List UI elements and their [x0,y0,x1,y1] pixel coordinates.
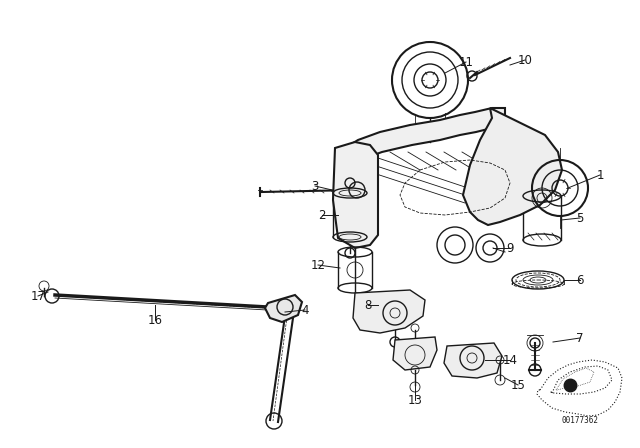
Text: 4: 4 [301,303,308,316]
Text: 2: 2 [318,208,326,221]
Polygon shape [265,295,302,322]
Text: 9: 9 [506,241,514,254]
Polygon shape [463,108,562,225]
Text: 15: 15 [511,379,525,392]
Polygon shape [333,142,378,248]
Text: 7: 7 [576,332,584,345]
Text: 17: 17 [31,289,45,302]
Text: 6: 6 [576,273,584,287]
Text: 5: 5 [576,211,584,224]
Text: 3: 3 [311,180,319,193]
Text: 14: 14 [502,353,518,366]
Polygon shape [345,108,505,168]
Text: 13: 13 [408,393,422,406]
Text: 11: 11 [458,56,474,69]
Text: 12: 12 [310,258,326,271]
Text: 8: 8 [364,298,372,311]
Polygon shape [393,337,437,370]
Text: 00177362: 00177362 [561,415,598,425]
Text: 10: 10 [518,53,532,66]
Polygon shape [353,290,425,333]
Text: 16: 16 [147,314,163,327]
Polygon shape [444,343,502,378]
Text: 1: 1 [596,168,604,181]
